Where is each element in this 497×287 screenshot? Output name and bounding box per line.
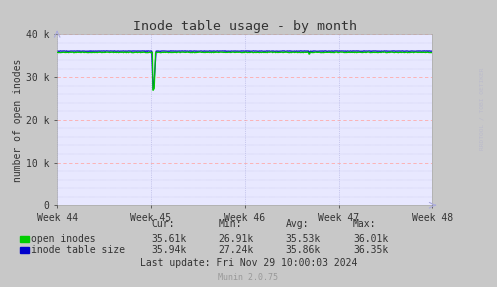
Text: open inodes: open inodes <box>31 234 96 244</box>
Text: inode table size: inode table size <box>31 245 125 255</box>
Text: 36.35k: 36.35k <box>353 245 388 255</box>
Text: 36.01k: 36.01k <box>353 234 388 244</box>
Text: Last update: Fri Nov 29 10:00:03 2024: Last update: Fri Nov 29 10:00:03 2024 <box>140 259 357 268</box>
Text: Munin 2.0.75: Munin 2.0.75 <box>219 273 278 282</box>
Text: Cur:: Cur: <box>152 219 175 229</box>
Text: Avg:: Avg: <box>286 219 309 229</box>
Text: Min:: Min: <box>219 219 242 229</box>
Text: 35.53k: 35.53k <box>286 234 321 244</box>
Text: 35.94k: 35.94k <box>152 245 187 255</box>
Text: 27.24k: 27.24k <box>219 245 254 255</box>
Text: RRDTOOL / TOBI OETIKER: RRDTOOL / TOBI OETIKER <box>480 68 485 150</box>
Text: 35.86k: 35.86k <box>286 245 321 255</box>
Text: 35.61k: 35.61k <box>152 234 187 244</box>
Y-axis label: number of open inodes: number of open inodes <box>13 58 23 181</box>
Text: 26.91k: 26.91k <box>219 234 254 244</box>
Text: Max:: Max: <box>353 219 376 229</box>
Title: Inode table usage - by month: Inode table usage - by month <box>133 20 357 33</box>
